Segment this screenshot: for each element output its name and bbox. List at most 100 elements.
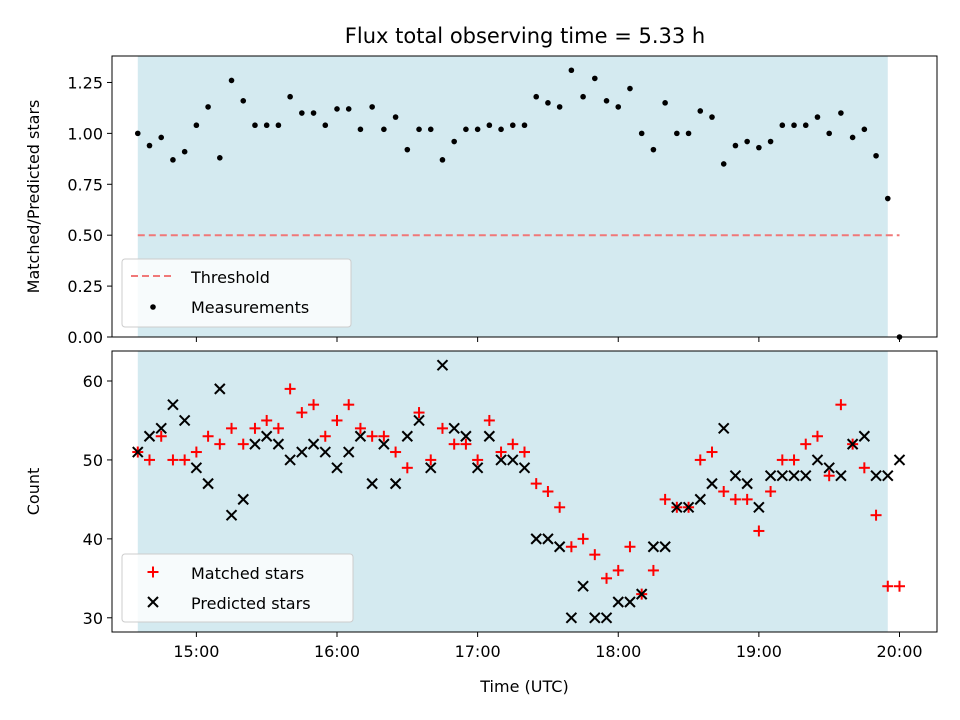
x-tick-label: 16:00: [314, 642, 360, 661]
x-stroke: [858, 430, 871, 442]
x-stroke: [846, 438, 859, 450]
matched-star-point: [155, 430, 167, 442]
predicted-star-point: [624, 596, 636, 608]
measurement-point: [580, 93, 586, 100]
measurement-point: [545, 100, 551, 106]
x-stroke: [800, 470, 812, 482]
matched-star-point: [554, 501, 566, 513]
x-tick-label: 17:00: [455, 642, 501, 661]
x-stroke: [682, 501, 695, 513]
measurement-point: [252, 122, 258, 129]
x-stroke: [624, 596, 636, 608]
matched-star-point: [706, 446, 718, 458]
predicted-star-point: [811, 454, 824, 466]
x-stroke: [776, 470, 789, 482]
matched-star-point: [870, 509, 882, 521]
x-stroke: [823, 462, 835, 474]
measurement-point: [217, 155, 223, 161]
legend-predicted-label: Predicted stars: [191, 594, 311, 613]
x-stroke: [147, 596, 159, 608]
y-tick-label: 1.00: [67, 124, 103, 143]
predicted-star-point: [835, 470, 847, 482]
matched-star-point: [753, 525, 765, 537]
predicted-star-point: [542, 533, 554, 545]
measurement-point: [392, 114, 399, 120]
predicted-star-point: [249, 438, 261, 450]
legend-x-marker: [147, 596, 159, 608]
predicted-star-point: [507, 454, 519, 466]
predicted-star-point: [741, 477, 753, 490]
predicted-star-point: [483, 430, 496, 442]
predicted-star-point: [671, 501, 683, 513]
measurement-point: [287, 93, 293, 100]
matched-star-point: [284, 383, 296, 395]
matched-star-point: [319, 430, 331, 442]
measurement-point: [674, 130, 680, 137]
x-stroke: [577, 580, 589, 592]
matched-star-point: [694, 454, 706, 466]
predicted-star-point: [190, 462, 203, 474]
x-stroke: [178, 414, 191, 427]
predicted-star-point: [378, 438, 390, 450]
measurement-point: [568, 67, 575, 74]
predicted-star-point: [389, 477, 402, 490]
predicted-star-point: [331, 462, 343, 474]
measurement-point: [134, 130, 141, 137]
measurement-point: [263, 122, 270, 129]
x-stroke: [413, 414, 425, 427]
x-stroke: [389, 477, 402, 490]
measurement-point: [509, 122, 516, 129]
matched-star-point: [272, 422, 284, 434]
x-stroke: [190, 462, 203, 474]
measurement-point: [732, 142, 739, 149]
measurement-point: [486, 122, 493, 129]
measurement-point: [533, 93, 540, 100]
matched-star-point: [413, 407, 425, 419]
predicted-star-points: [132, 359, 906, 624]
x-stroke: [249, 438, 261, 450]
x-stroke: [612, 596, 624, 608]
measurement-point: [521, 122, 528, 129]
predicted-star-point: [753, 501, 765, 513]
predicted-star-point: [132, 446, 144, 458]
x-tick-label: 20:00: [876, 642, 922, 661]
y-tick-label: 1.25: [67, 73, 103, 92]
legend-measurement-swatch: [150, 304, 156, 310]
predicted-star-point: [307, 438, 320, 450]
measurement-points: [134, 67, 903, 340]
count-y-label: Count: [24, 468, 43, 516]
x-stroke: [143, 430, 156, 442]
matched-star-point: [589, 549, 601, 561]
measurement-point: [884, 195, 891, 202]
measurement-point: [685, 130, 692, 137]
predicted-star-point: [600, 612, 613, 624]
measurement-point: [873, 152, 879, 159]
predicted-star-point: [272, 438, 285, 450]
matched-star-point: [765, 486, 777, 497]
matched-star-point: [729, 493, 741, 505]
predicted-star-point: [788, 470, 800, 482]
x-stroke: [460, 430, 472, 442]
measurement-point: [744, 138, 750, 145]
predicted-star-point: [682, 501, 695, 513]
measurement-point: [181, 148, 188, 155]
measurement-point: [627, 85, 633, 92]
x-stroke: [753, 501, 765, 513]
predicted-star-point: [518, 462, 531, 474]
measurement-point: [826, 130, 832, 137]
predicted-star-point: [436, 359, 449, 371]
measurement-point: [451, 138, 457, 145]
x-stroke: [132, 446, 144, 458]
x-tick-label: 19:00: [736, 642, 782, 661]
measurement-point: [193, 122, 200, 129]
measurement-point: [779, 122, 786, 129]
measurement-point: [662, 100, 668, 106]
predicted-star-point: [706, 477, 718, 490]
predicted-star-point: [870, 470, 882, 482]
x-stroke: [542, 533, 554, 545]
measurement-point: [205, 104, 211, 110]
x-stroke: [471, 462, 484, 474]
x-tick-label: 15:00: [173, 642, 219, 661]
matched-star-point: [495, 446, 507, 458]
ratio-legend-box: [121, 258, 352, 328]
